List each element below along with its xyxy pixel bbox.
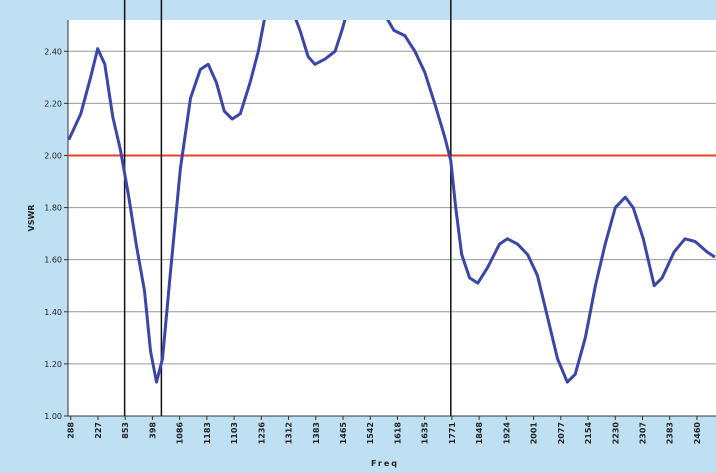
x-tick-label: 2077 (557, 422, 566, 444)
x-tick-label: 227 (94, 422, 103, 439)
x-tick-label: 1383 (312, 422, 321, 444)
x-tick-label: 2460 (693, 422, 702, 445)
x-tick-label: 1236 (257, 422, 266, 445)
x-tick-label: 2001 (530, 422, 539, 445)
x-tick-label: 1465 (339, 422, 348, 445)
x-tick-label: 1183 (203, 422, 212, 444)
x-tick-label: 288 (67, 422, 76, 439)
x-axis-label: Freq (371, 459, 399, 468)
x-tick-label: 1618 (393, 422, 402, 445)
x-tick-label: 2154 (584, 422, 593, 445)
x-tick-label: 1312 (285, 422, 294, 444)
x-tick-label: 2230 (611, 422, 620, 445)
y-tick-label: 1.00 (44, 412, 62, 421)
y-axis-label: VSWR (27, 205, 36, 232)
y-tick-label: 2.40 (44, 47, 62, 56)
x-tick-label: 1848 (475, 422, 484, 445)
y-tick-label: 2.00 (44, 151, 62, 160)
x-tick-label: 398 (148, 422, 157, 439)
x-tick-label: 1542 (366, 422, 375, 444)
x-tick-label: 1635 (421, 422, 430, 445)
y-tick-label: 1.80 (44, 204, 62, 213)
x-tick-label: 1086 (176, 422, 185, 445)
y-tick-label: 1.20 (44, 360, 62, 369)
y-tick-label: 2.20 (44, 99, 62, 108)
x-tick-label: 1924 (502, 422, 511, 445)
x-tick-label: 2307 (638, 422, 647, 444)
y-tick-label: 1.60 (44, 256, 62, 265)
x-tick-label: 1103 (230, 422, 239, 444)
x-tick-label: 2383 (666, 422, 675, 444)
x-tick-label: 853 (121, 422, 130, 439)
data-line (68, 20, 716, 384)
x-tick-label: 1771 (448, 422, 457, 445)
y-tick-label: 1.40 (44, 308, 62, 317)
plot-area (68, 20, 716, 416)
